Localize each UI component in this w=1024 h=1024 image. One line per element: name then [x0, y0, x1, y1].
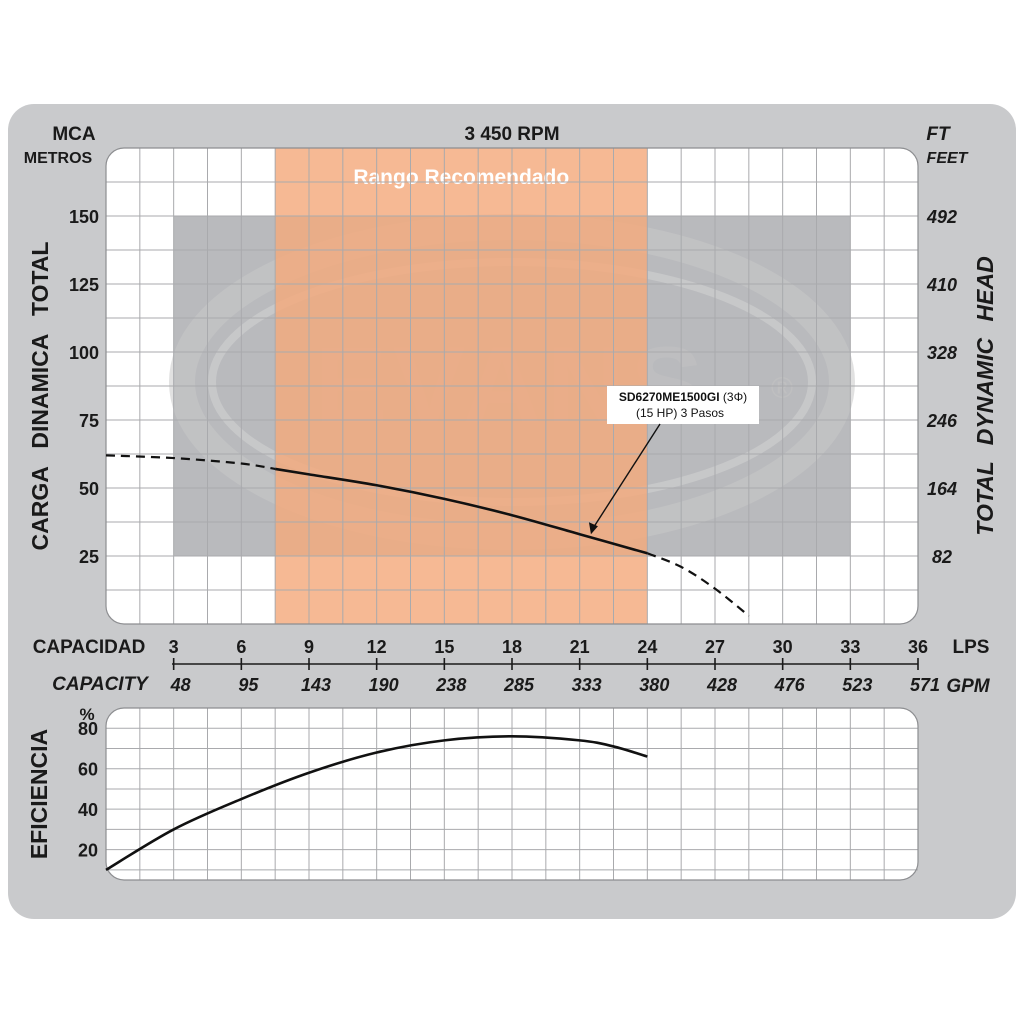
head-tick-label-m: 100	[69, 343, 99, 363]
capacity-axis: 3 48 6 95 9 143 12 190 15 238 18 285 21 333 24 380 27 428…	[169, 637, 940, 695]
right-unit-top: FT	[926, 124, 951, 145]
capacity-label: CAPACIDAD	[33, 637, 146, 658]
capacity-tick-label-gpm: 285	[503, 675, 535, 695]
capacity-tick-label-lps: 12	[367, 637, 387, 657]
capacity-tick-label-gpm: 238	[435, 675, 466, 695]
capacity-unit: LPS	[953, 637, 990, 658]
capacity-tick-label-lps: 30	[773, 637, 793, 657]
capacity-tick-label-gpm: 95	[238, 675, 259, 695]
capacity-tick-label-gpm: 428	[706, 675, 737, 695]
capacity-secondary-unit: GPM	[946, 676, 990, 697]
left-unit-top: MCA	[52, 124, 96, 145]
capacity-tick-label-lps: 6	[236, 637, 246, 657]
annotation-detail: (15 HP) 3 Pasos	[636, 406, 724, 420]
efficiency-plot-border	[105, 707, 919, 881]
head-curve-extrapolated-start	[105, 454, 276, 471]
capacity-tick-label-gpm: 523	[842, 675, 872, 695]
capacity-tick-label-lps: 24	[637, 637, 657, 657]
capacity-tick-label-lps: 15	[434, 637, 454, 657]
head-plot-border	[105, 147, 919, 625]
head-curve-extrapolated-end	[646, 552, 750, 617]
capacity-tick-label-gpm: 571	[910, 675, 940, 695]
efficiency-curve	[105, 735, 648, 871]
head-tick-label-m: 75	[79, 411, 99, 431]
efficiency-tick-label: 80	[78, 719, 98, 739]
left-unit-bottom: METROS	[24, 150, 93, 167]
head-curve	[105, 454, 750, 617]
head-curve-solid	[274, 467, 648, 555]
capacity-secondary-label: CAPACITY	[52, 674, 150, 695]
head-tick-label-ft: 82	[932, 547, 952, 567]
head-tick-label-m: 150	[69, 207, 99, 227]
head-tick-label-ft: 164	[927, 479, 957, 499]
capacity-tick-label-lps: 21	[570, 637, 590, 657]
head-tick-label-m: 50	[79, 479, 99, 499]
capacity-tick-label-gpm: 476	[774, 675, 806, 695]
head-grid	[106, 148, 918, 624]
efficiency-tick-label: 20	[78, 841, 98, 861]
capacity-tick-label-lps: 33	[840, 637, 860, 657]
annotation-model: SD6270ME1500GI (3Φ)	[619, 390, 747, 404]
head-tick-label-m: 25	[79, 547, 99, 567]
chart-title: 3 450 RPM	[464, 124, 559, 145]
efficiency-unit: %	[79, 705, 94, 724]
efficiency-curve-line	[105, 735, 648, 871]
registered-icon: ®	[771, 372, 793, 405]
left-axis-title: CARGA DINAMICA TOTAL	[27, 242, 53, 551]
model-annotation: SD6270ME1500GI (3Φ) (15 HP) 3 Pasos	[588, 386, 759, 535]
annotation-arrow-line	[594, 423, 661, 526]
annotation-arrow-head	[588, 522, 598, 535]
capacity-tick-label-gpm: 333	[572, 675, 602, 695]
capacity-tick-label-gpm: 380	[639, 675, 669, 695]
head-tick-label-ft: 410	[926, 275, 957, 295]
capacity-tick-label-gpm: 48	[170, 675, 191, 695]
right-unit-bottom: FEET	[927, 150, 969, 167]
head-tick-label-ft: 328	[927, 343, 957, 363]
recommended-range-label: Rango Recomendado	[353, 166, 569, 189]
head-tick-label-ft: 492	[926, 207, 957, 227]
head-tick-label-ft: 246	[926, 411, 958, 431]
capacity-tick-label-lps: 3	[169, 637, 179, 657]
capacity-tick-label-lps: 27	[705, 637, 725, 657]
capacity-tick-label-lps: 9	[304, 637, 314, 657]
efficiency-grid	[106, 708, 918, 880]
efficiency-tick-label: 40	[78, 800, 98, 820]
right-axis-title: TOTAL DYNAMIC HEAD	[972, 256, 998, 535]
capacity-tick-label-lps: 36	[908, 637, 928, 657]
capacity-tick-label-gpm: 190	[369, 675, 399, 695]
capacity-tick-label-lps: 18	[502, 637, 522, 657]
head-tick-label-m: 125	[69, 275, 99, 295]
efficiency-tick-label: 60	[78, 760, 98, 780]
capacity-tick-label-gpm: 143	[301, 675, 331, 695]
efficiency-axis-title: EFICIENCIA	[26, 729, 52, 859]
annotation-box	[607, 386, 759, 424]
